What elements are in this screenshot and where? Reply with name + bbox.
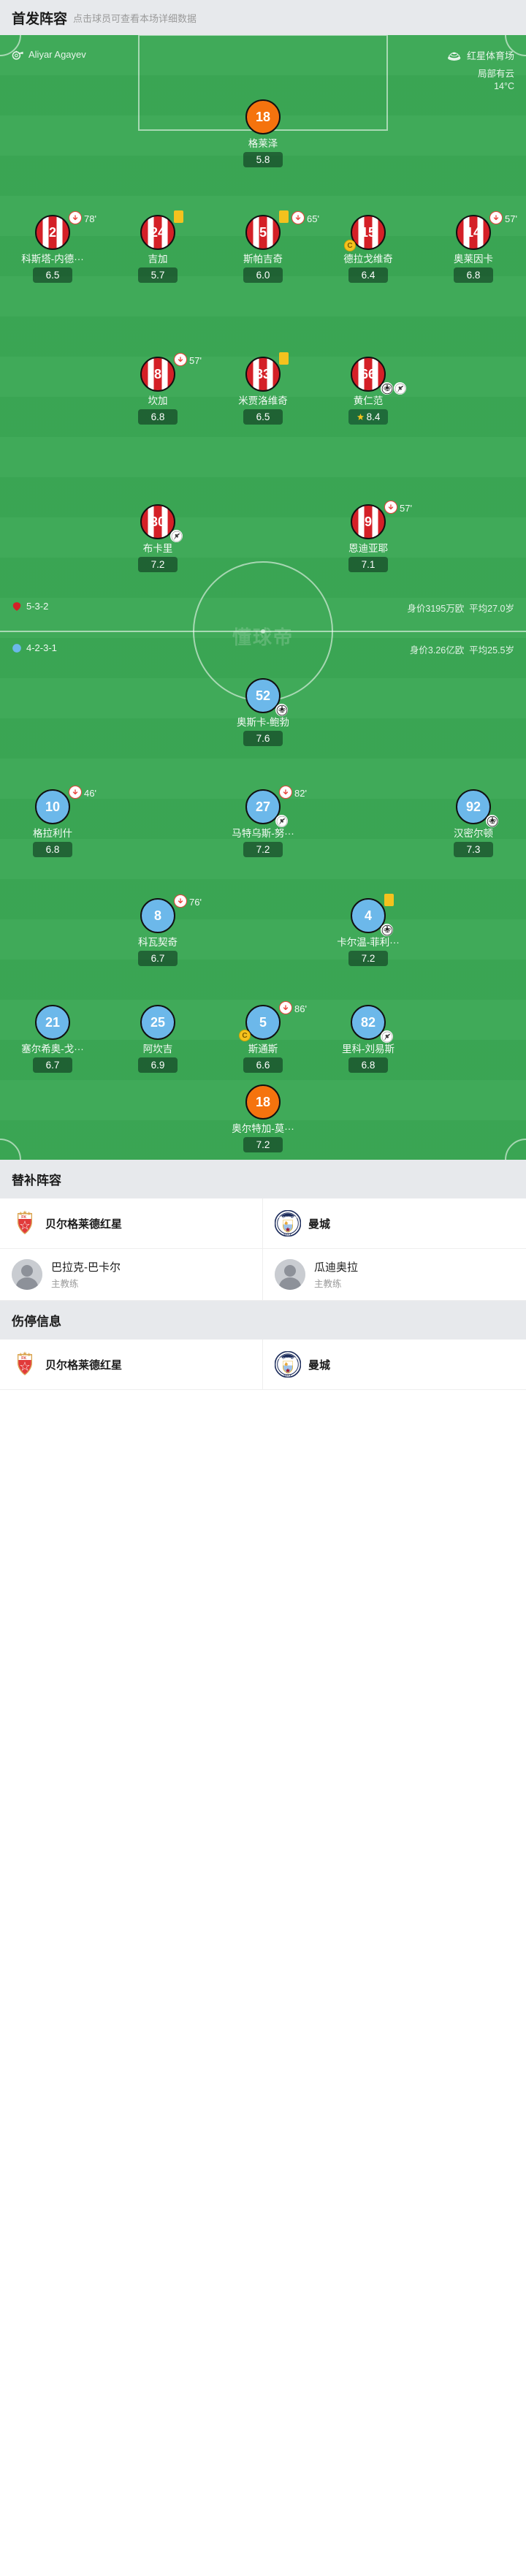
svg-text:CITY: CITY <box>283 1232 291 1236</box>
svg-text:FK: FK <box>21 1215 26 1220</box>
svg-text:CITY: CITY <box>283 1373 291 1377</box>
svg-text:MANCHESTER: MANCHESTER <box>278 1357 297 1360</box>
svg-text:FK: FK <box>21 1356 26 1361</box>
svg-text:MANCHESTER: MANCHESTER <box>278 1216 297 1219</box>
